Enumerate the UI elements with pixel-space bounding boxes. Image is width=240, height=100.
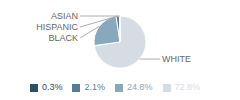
svg-text:WHITE: WHITE [162,54,191,64]
html-text:0.3%: 0.3% [42,82,63,92]
html-text:72.8%: 72.8% [174,82,200,92]
svg-text:ASIAN: ASIAN [51,11,78,21]
html-text:24.8%: 24.8% [127,82,153,92]
html-text:2.1%: 2.1% [84,82,105,92]
svg-text:BLACK: BLACK [48,33,78,43]
svg-text:HISPANIC: HISPANIC [36,22,78,32]
